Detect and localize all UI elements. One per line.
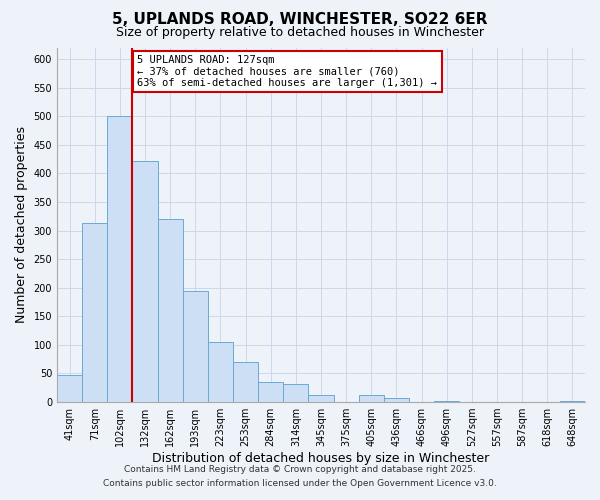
Bar — [359, 394, 384, 402]
Bar — [133, 160, 158, 402]
Bar — [107, 116, 133, 402]
Bar — [233, 362, 258, 402]
Text: Contains HM Land Registry data © Crown copyright and database right 2025.
Contai: Contains HM Land Registry data © Crown c… — [103, 466, 497, 487]
Bar — [560, 401, 585, 402]
Bar — [183, 290, 208, 402]
Text: 5, UPLANDS ROAD, WINCHESTER, SO22 6ER: 5, UPLANDS ROAD, WINCHESTER, SO22 6ER — [112, 12, 488, 28]
Text: 5 UPLANDS ROAD: 127sqm
← 37% of detached houses are smaller (760)
63% of semi-de: 5 UPLANDS ROAD: 127sqm ← 37% of detached… — [137, 55, 437, 88]
Bar — [82, 223, 107, 402]
X-axis label: Distribution of detached houses by size in Winchester: Distribution of detached houses by size … — [152, 452, 490, 465]
Bar — [57, 375, 82, 402]
Bar — [208, 342, 233, 402]
Y-axis label: Number of detached properties: Number of detached properties — [15, 126, 28, 324]
Bar — [258, 382, 283, 402]
Bar — [384, 398, 409, 402]
Bar — [434, 401, 459, 402]
Bar — [308, 394, 334, 402]
Text: Size of property relative to detached houses in Winchester: Size of property relative to detached ho… — [116, 26, 484, 39]
Bar — [158, 219, 183, 402]
Bar — [283, 384, 308, 402]
